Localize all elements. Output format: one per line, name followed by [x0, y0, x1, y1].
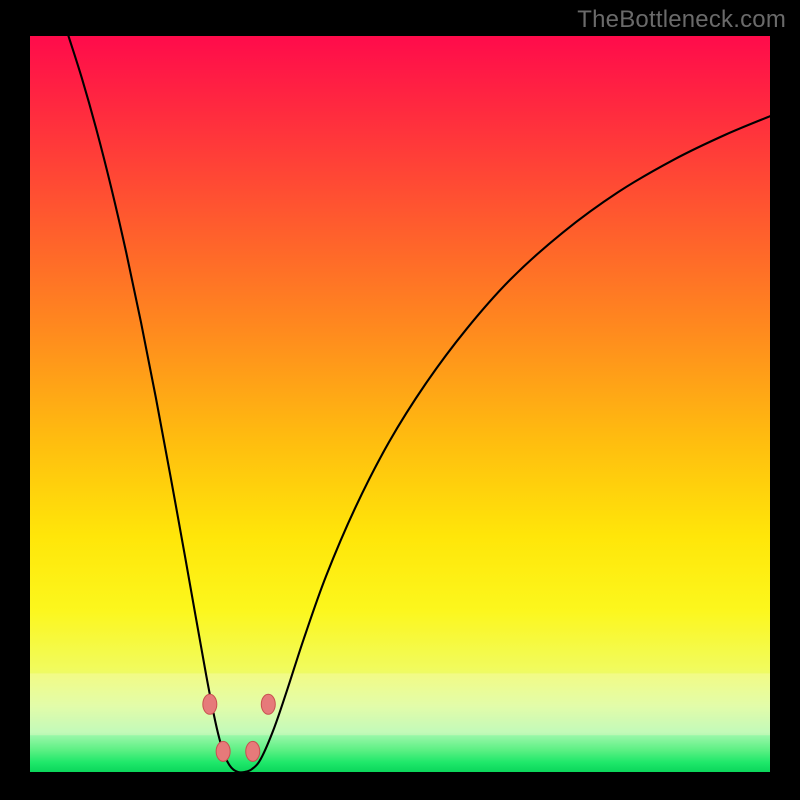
curve-marker: [261, 694, 275, 714]
safe-zone-band: [30, 673, 770, 735]
bottleneck-curve-chart: [0, 0, 800, 800]
curve-marker: [246, 741, 260, 761]
curve-marker: [203, 694, 217, 714]
gradient-background: [30, 36, 770, 772]
curve-marker: [216, 741, 230, 761]
watermark-text: TheBottleneck.com: [577, 6, 786, 34]
chart-container: TheBottleneck.com: [0, 0, 800, 800]
